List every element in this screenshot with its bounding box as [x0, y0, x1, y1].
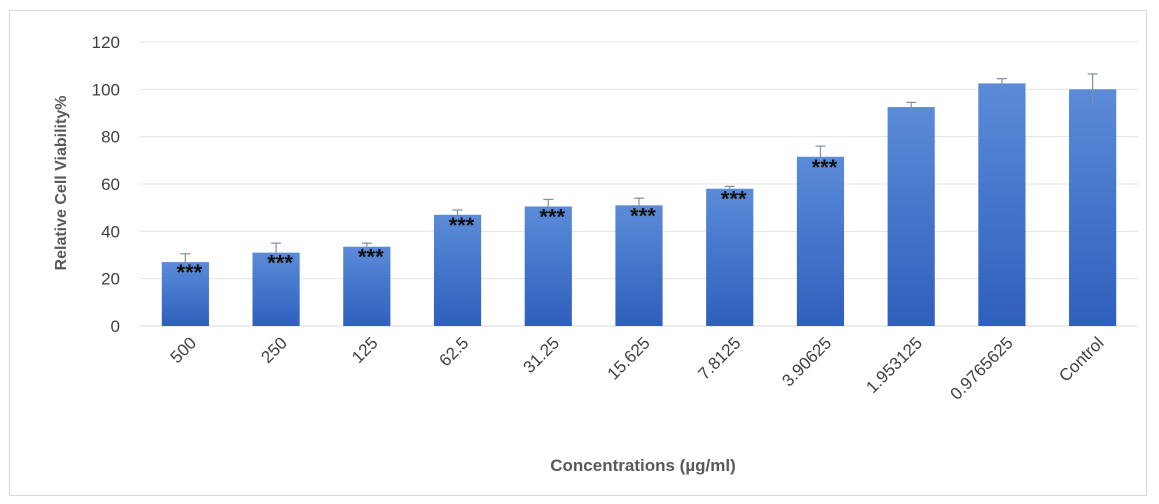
bar: [252, 252, 300, 326]
bar: [796, 156, 845, 326]
bar: [1069, 89, 1117, 326]
bar: [706, 188, 754, 326]
x-tick-label: 31.25: [520, 333, 564, 377]
x-tick-label: 3.90625: [778, 333, 835, 390]
bar: [978, 83, 1026, 327]
x-axis-label: Concentrations (µg/ml): [550, 456, 735, 475]
significance-mark: ***: [539, 204, 565, 229]
x-tick-label: 500: [167, 333, 200, 366]
y-tick-label: 60: [101, 175, 120, 194]
x-tick-label: Control: [1055, 333, 1107, 385]
y-tick-label: 20: [101, 270, 120, 289]
y-axis-ticks: 0 20 40 60 80 100 120: [92, 33, 120, 336]
x-tick-label: 62.5: [436, 333, 473, 370]
bar: [343, 246, 391, 326]
y-tick-label: 40: [101, 222, 120, 241]
significance-mark: ***: [630, 203, 656, 228]
significance-mark: ***: [267, 251, 293, 276]
y-tick-label: 100: [92, 80, 120, 99]
x-tick-label: 250: [257, 333, 290, 366]
significance-annotations: *** *** *** *** *** *** *** ***: [177, 155, 838, 285]
x-tick-label: 7.8125: [694, 333, 744, 383]
x-axis-ticks: 500 250 125 62.5 31.25 15.625 7.8125 3.90625 1.9…: [167, 333, 1108, 403]
bar: [161, 262, 209, 326]
significance-mark: ***: [358, 245, 384, 270]
x-tick-label: 15.625: [604, 333, 654, 383]
bars: [161, 83, 1117, 327]
significance-mark: ***: [177, 260, 203, 285]
y-tick-label: 120: [92, 33, 120, 52]
significance-mark: ***: [449, 213, 475, 238]
bar: [433, 214, 482, 326]
bar: [524, 206, 572, 326]
chart-frame: [9, 10, 1147, 496]
x-tick-label: 125: [348, 333, 381, 366]
y-tick-label: 0: [111, 317, 120, 336]
bar: [887, 107, 935, 326]
significance-mark: ***: [812, 155, 838, 180]
gridlines: [140, 41, 1138, 327]
x-tick-label: 0.9765625: [946, 333, 1016, 403]
significance-mark: ***: [721, 187, 747, 212]
y-axis-label: Relative Cell Viability%: [53, 96, 70, 271]
x-tick-label: 1.953125: [862, 333, 926, 397]
error-bars: [180, 73, 1098, 271]
bar: [615, 205, 663, 326]
y-tick-label: 80: [101, 128, 120, 147]
